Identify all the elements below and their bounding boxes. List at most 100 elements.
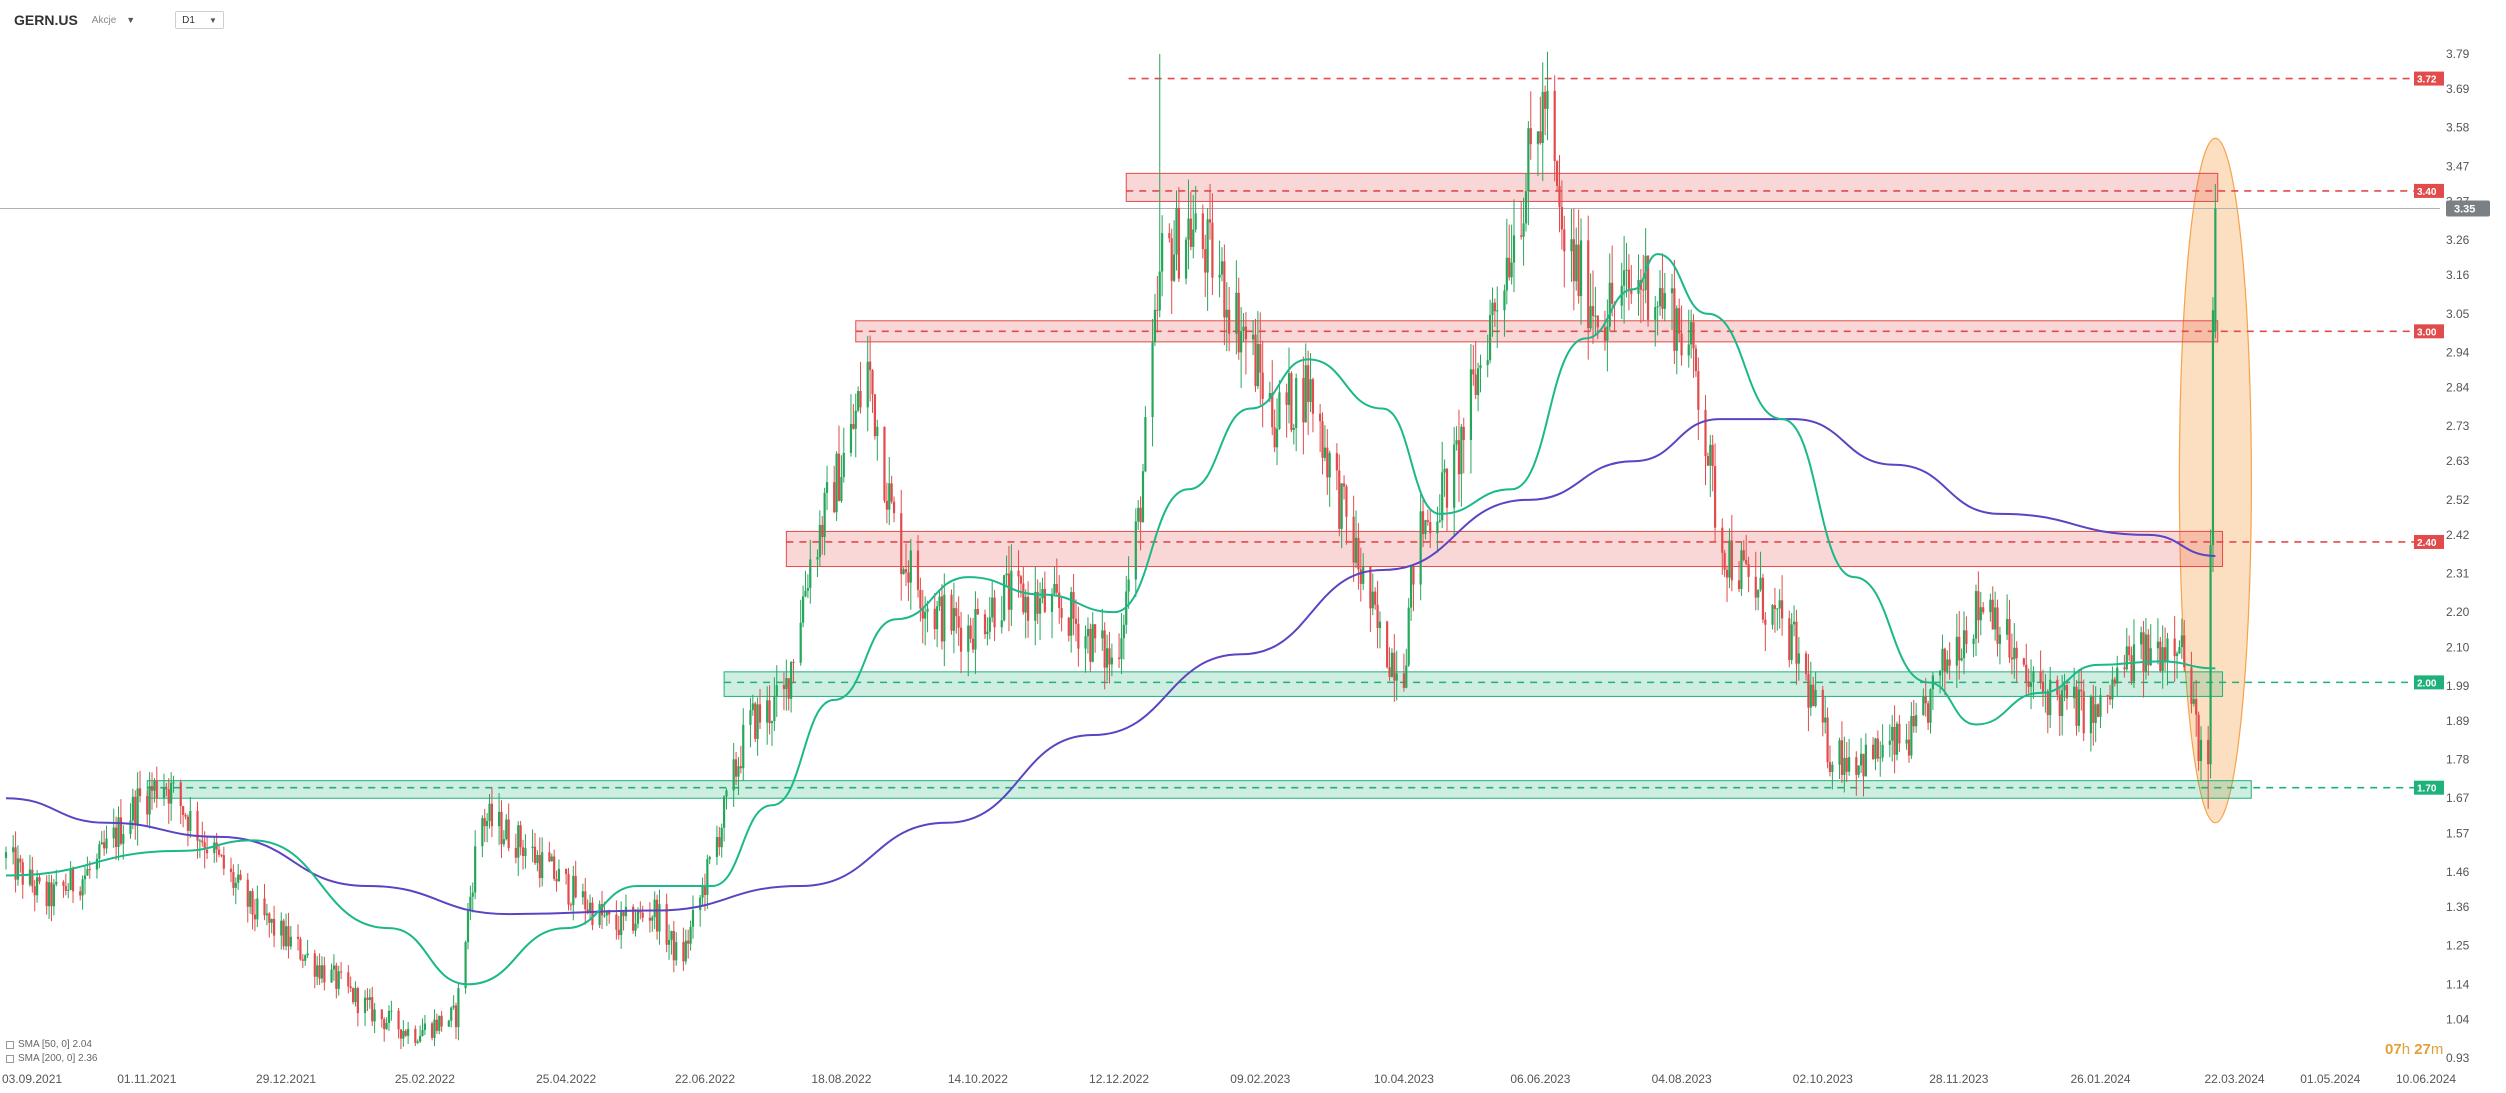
legend-item-sma200[interactable]: SMA [200, 0] 2.36 bbox=[6, 1052, 98, 1066]
candle-body bbox=[1168, 233, 1171, 239]
instrument-dropdown-icon[interactable]: ▼ bbox=[126, 15, 136, 25]
candle bbox=[548, 841, 551, 863]
candle-body bbox=[1108, 648, 1111, 665]
candle-body bbox=[1912, 716, 1915, 727]
candle-body bbox=[55, 881, 58, 885]
legend-checkbox[interactable] bbox=[6, 1055, 14, 1063]
candle bbox=[624, 894, 628, 921]
candle bbox=[1989, 593, 1992, 622]
y-tick-label: 2.63 bbox=[2446, 454, 2470, 468]
candle-body bbox=[591, 902, 594, 925]
candle-body bbox=[2123, 667, 2126, 670]
candle bbox=[2130, 646, 2133, 686]
candle bbox=[1067, 616, 1070, 642]
candle-body bbox=[2008, 619, 2011, 658]
candle bbox=[2116, 655, 2119, 697]
candle-body bbox=[117, 817, 120, 847]
candle bbox=[737, 757, 740, 796]
candle-body bbox=[2075, 686, 2078, 726]
candle bbox=[1694, 344, 1698, 377]
candle-body bbox=[1122, 624, 1125, 639]
candle bbox=[1445, 467, 1449, 532]
candle bbox=[1441, 441, 1444, 529]
candle bbox=[1053, 566, 1056, 596]
candle-body bbox=[1960, 658, 1963, 661]
timeframe-select[interactable]: D1 ▼ bbox=[175, 11, 224, 29]
candle bbox=[801, 585, 805, 628]
candle bbox=[588, 894, 592, 921]
candle bbox=[715, 825, 719, 865]
candle bbox=[1555, 160, 1559, 192]
candle-body bbox=[349, 986, 352, 989]
candle-body bbox=[1134, 521, 1137, 580]
candle-body bbox=[1687, 344, 1690, 356]
candle bbox=[1084, 625, 1087, 673]
candle bbox=[469, 885, 472, 921]
candle-body bbox=[289, 936, 292, 947]
candle bbox=[1845, 742, 1848, 782]
legend-item-sma50[interactable]: SMA [50, 0] 2.04 bbox=[6, 1038, 98, 1052]
candle bbox=[45, 875, 48, 915]
candle-body bbox=[902, 569, 905, 575]
candle-body bbox=[2190, 667, 2193, 704]
candle-body bbox=[1438, 520, 1441, 522]
candle-body bbox=[1342, 483, 1346, 487]
y-tick-label: 3.47 bbox=[2446, 159, 2470, 173]
candle-body bbox=[1254, 334, 1257, 387]
instrument-symbol[interactable]: GERN.US bbox=[14, 12, 78, 28]
candle bbox=[320, 956, 324, 984]
candle-body bbox=[2156, 641, 2160, 649]
candle bbox=[50, 874, 53, 922]
candle bbox=[538, 837, 541, 888]
x-tick-label: 04.08.2023 bbox=[1652, 1072, 1712, 1086]
candle-body bbox=[1881, 744, 1884, 758]
candle-body bbox=[1508, 257, 1511, 278]
candle bbox=[1395, 650, 1398, 701]
candle bbox=[2015, 641, 2018, 682]
candle-body bbox=[675, 942, 678, 961]
candle bbox=[833, 465, 836, 514]
candle-body bbox=[1843, 757, 1846, 775]
legend-checkbox[interactable] bbox=[6, 1041, 14, 1049]
candle-body bbox=[340, 971, 343, 973]
candle bbox=[1455, 426, 1458, 451]
candle bbox=[69, 861, 72, 891]
candle bbox=[404, 1029, 407, 1037]
candle bbox=[1776, 608, 1779, 631]
candle bbox=[134, 790, 137, 840]
candle-body bbox=[119, 817, 122, 844]
candle bbox=[1175, 190, 1178, 271]
candle-body bbox=[524, 848, 527, 857]
candle bbox=[2132, 619, 2136, 689]
candles bbox=[4, 51, 2217, 1050]
candle-body bbox=[1962, 630, 1966, 659]
candle bbox=[299, 936, 302, 961]
candle bbox=[1177, 187, 1180, 283]
candle-body bbox=[469, 896, 472, 911]
countdown-minutes: 27 bbox=[2414, 1041, 2431, 1058]
candle-body bbox=[2099, 695, 2102, 717]
candle bbox=[1453, 427, 1456, 537]
candle-body bbox=[816, 557, 819, 560]
candle-body bbox=[1864, 744, 1867, 777]
candle bbox=[1955, 613, 1958, 689]
legend-label: SMA [200, 0] 2.36 bbox=[18, 1053, 98, 1064]
candle-body bbox=[2111, 679, 2114, 700]
candle bbox=[1256, 311, 1259, 389]
candle-body bbox=[1879, 757, 1882, 759]
candle bbox=[785, 659, 788, 711]
candle bbox=[2029, 659, 2033, 710]
candle bbox=[916, 535, 920, 598]
candle-body bbox=[536, 854, 539, 864]
candle-body bbox=[2056, 679, 2059, 695]
candle-body bbox=[265, 913, 269, 916]
candle-body bbox=[581, 891, 584, 898]
candle-body bbox=[19, 858, 22, 863]
current-price-label: 3.35 bbox=[2454, 203, 2475, 215]
candle bbox=[687, 929, 690, 959]
candle bbox=[732, 743, 735, 807]
candle-body bbox=[1335, 453, 1338, 471]
candle-body bbox=[2209, 545, 2212, 765]
candle-body bbox=[1907, 739, 1911, 756]
